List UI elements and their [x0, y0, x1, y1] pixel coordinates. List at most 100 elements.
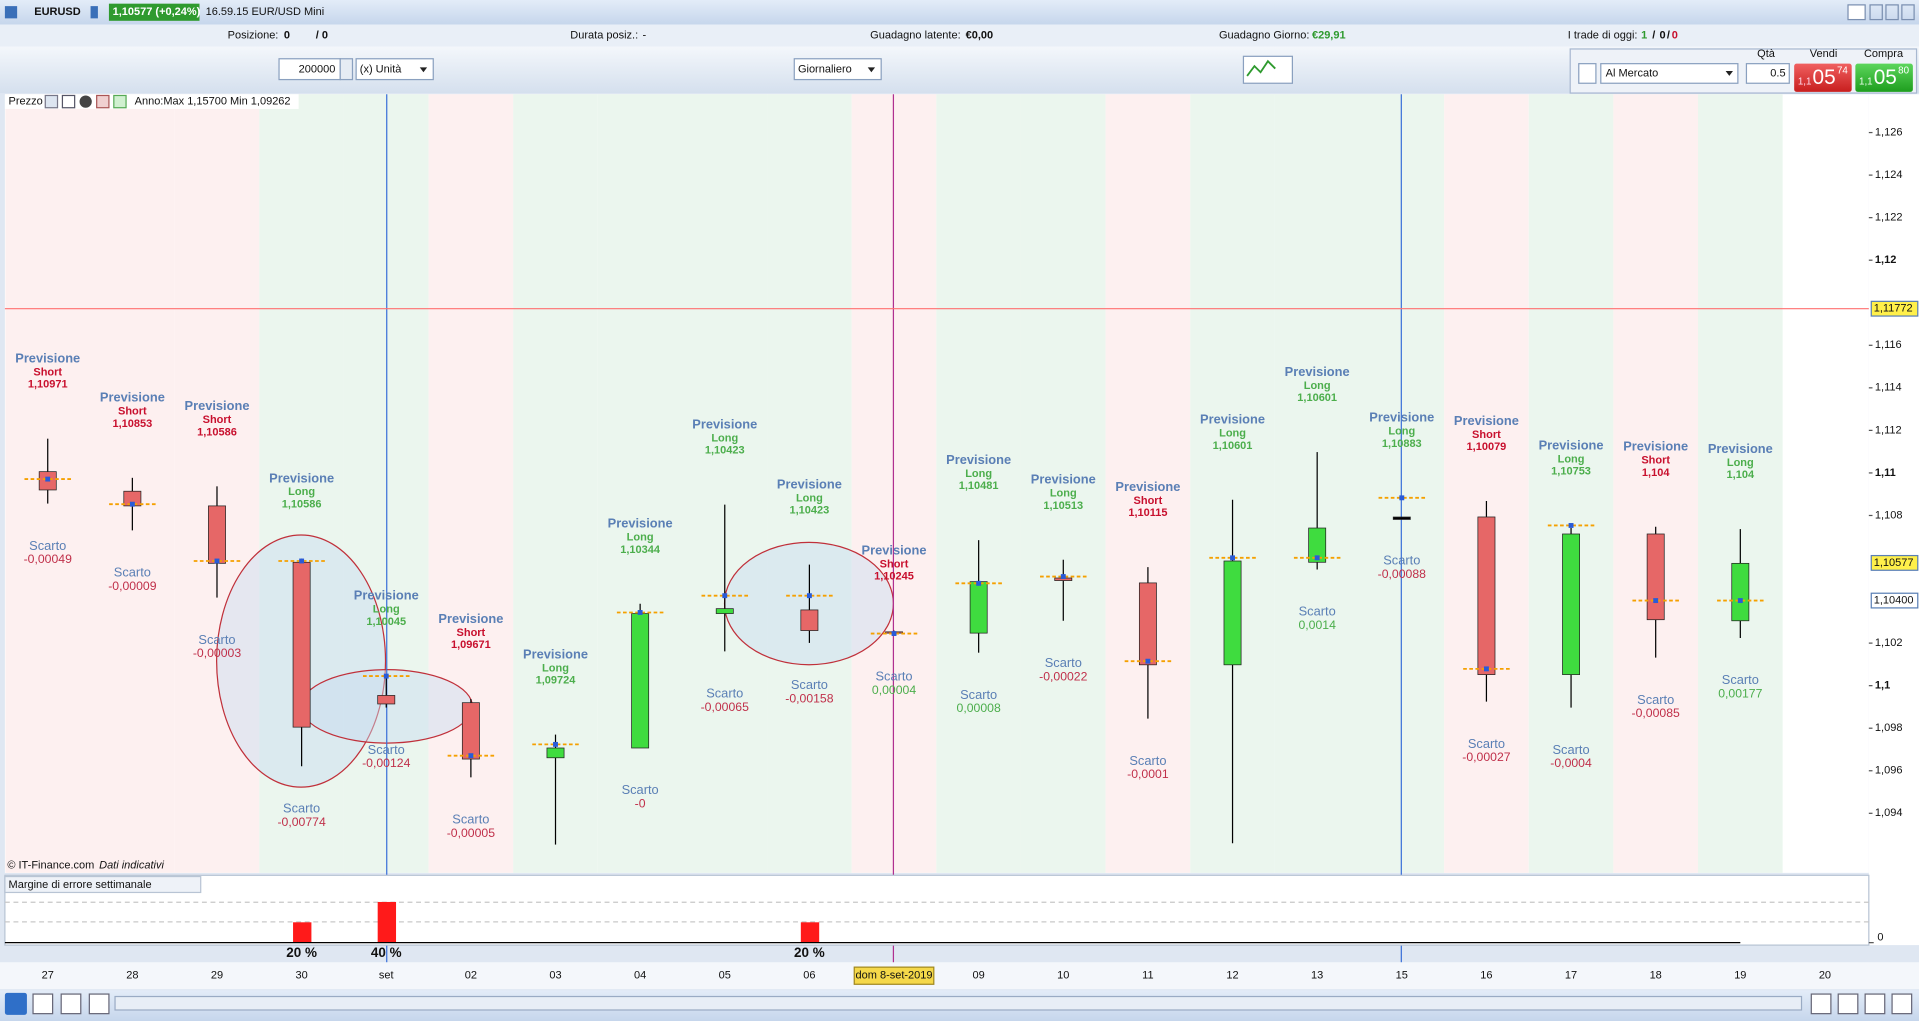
share-button[interactable]	[4, 992, 27, 1015]
latent-label: Guadagno latente:	[870, 29, 961, 41]
zoom-button[interactable]	[1864, 993, 1886, 1015]
error-value: -0	[635, 797, 646, 811]
sell-pips: 05	[1813, 66, 1836, 89]
forecast-dot	[976, 580, 982, 586]
forecast-title: Previsione	[1623, 439, 1688, 454]
tool-button[interactable]	[88, 993, 110, 1015]
forecast-dot	[637, 610, 643, 615]
forecast-title: Previsione	[608, 516, 673, 531]
title-bar	[0, 0, 1919, 25]
zoom-button[interactable]	[1891, 993, 1913, 1015]
forecast-title: Previsione	[946, 452, 1011, 467]
chart-close[interactable]	[79, 95, 92, 108]
candle-body	[1392, 516, 1411, 520]
error-title: Scarto	[622, 782, 659, 797]
candle-body	[461, 702, 480, 760]
day-band	[767, 94, 852, 873]
x-tick-label: set	[379, 970, 394, 982]
close[interactable]	[1901, 4, 1915, 21]
scrollbar[interactable]	[114, 995, 1803, 1011]
candle-body	[800, 609, 819, 631]
y-tick-label: 1,126	[1875, 126, 1903, 138]
indicator-panel	[4, 874, 1870, 946]
forecast-title: Previsione	[1369, 410, 1434, 425]
forecast-direction: Long	[796, 492, 823, 504]
footer-note: Dati indicativi	[99, 859, 164, 871]
chart-add[interactable]	[96, 94, 110, 109]
error-title: Scarto	[1299, 604, 1336, 619]
info-icon[interactable]	[90, 6, 98, 19]
order-type-select[interactable]	[1600, 63, 1739, 84]
forecast-title: Previsione	[1454, 413, 1519, 428]
x-axis	[0, 962, 1919, 990]
forecast-direction: Short	[203, 414, 232, 426]
x-tick-label: 17	[1565, 970, 1577, 982]
error-value: -0,00774	[277, 815, 325, 829]
chart-up[interactable]	[113, 94, 127, 109]
error-title: Scarto	[1637, 692, 1674, 707]
zoom-button[interactable]	[1810, 993, 1832, 1015]
window-menu[interactable]	[1847, 4, 1866, 21]
candle-body	[377, 695, 396, 705]
buy-label: Compra	[1864, 48, 1904, 60]
error-value: -0,00005	[447, 826, 495, 840]
app-icon[interactable]	[4, 6, 18, 19]
unit-select[interactable]	[355, 58, 434, 81]
day-band	[682, 94, 768, 873]
buy-prefix: 1,1	[1859, 77, 1873, 88]
position-sep: / 0	[316, 29, 328, 41]
qty-label: Qtà	[1757, 48, 1776, 60]
chart-maximize[interactable]	[61, 94, 76, 109]
error-title: Scarto	[283, 801, 320, 816]
x-tick-label: 09	[973, 970, 985, 982]
day-gain: €29,91	[1312, 29, 1346, 41]
y-tick-label: 1,112	[1875, 424, 1902, 436]
error-value: 0,00008	[957, 701, 1001, 715]
forecast-value: 1,10045	[366, 616, 406, 628]
order-settings[interactable]	[1578, 63, 1597, 84]
order-type: Al Mercato	[1606, 67, 1659, 79]
x-tick-label: 20	[1819, 970, 1831, 982]
x-tick-label: 03	[549, 970, 561, 982]
forecast-title: Previsione	[1708, 441, 1773, 456]
price-marker	[1870, 592, 1919, 609]
candle-body	[292, 561, 311, 728]
sell-button[interactable]	[1794, 63, 1852, 92]
buy-button[interactable]	[1855, 63, 1913, 92]
forecast-direction: Short	[1134, 495, 1163, 507]
forecast-dot	[722, 593, 728, 599]
tool-button[interactable]	[60, 993, 82, 1015]
error-title: Scarto	[1045, 655, 1082, 670]
forecast-dot	[1399, 495, 1405, 501]
minimize[interactable]	[1869, 4, 1883, 21]
forecast-value: 1,104	[1727, 469, 1755, 481]
forecast-direction: Short	[118, 406, 147, 418]
dropdown-arrow	[419, 67, 428, 73]
tool-button[interactable]	[32, 993, 54, 1015]
maximize[interactable]	[1885, 4, 1899, 21]
candle-body	[969, 581, 988, 634]
y-tick-label: 1,108	[1875, 509, 1903, 521]
chart-settings[interactable]	[44, 94, 59, 109]
trades-even: 0	[1660, 29, 1666, 41]
error-title: Scarto	[960, 687, 997, 702]
forecast-title: Previsione	[269, 470, 334, 485]
period-select[interactable]	[793, 58, 882, 81]
error-value: -0,00049	[24, 552, 72, 566]
quantity-spinner[interactable]	[339, 58, 354, 81]
zoom-button[interactable]	[1837, 993, 1859, 1015]
qty-input[interactable]	[1745, 63, 1790, 84]
qty: 0.5	[1770, 67, 1785, 79]
bar	[293, 922, 312, 943]
x-labels: 27 28 29 30 set 02 03 04 05 06 dom 8-set-2019 09 10 1…	[42, 970, 1831, 982]
forecast-title: Previsione	[185, 398, 250, 413]
candle-body	[1223, 560, 1242, 666]
indicator-title: Margine di errore settimanale	[9, 879, 152, 891]
candle-body	[208, 505, 226, 564]
y-tick-label: 1,124	[1875, 169, 1903, 181]
day-band	[174, 94, 260, 873]
sell-label: Vendi	[1810, 48, 1838, 60]
x-tick-label: 19	[1734, 970, 1746, 982]
